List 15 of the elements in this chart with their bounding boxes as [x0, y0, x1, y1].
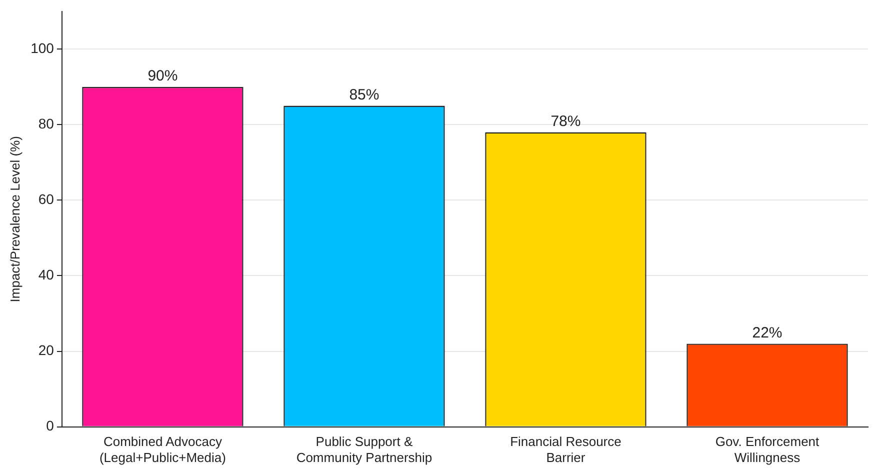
x-tick-label: Financial Resource Barrier	[510, 434, 622, 465]
y-tick-label: 20	[38, 342, 54, 358]
y-tick-label: 0	[46, 418, 54, 434]
y-tick-label: 100	[30, 40, 54, 56]
x-tick-label: Public Support & Community Partnership	[296, 434, 432, 465]
x-tick-label: Combined Advocacy (Legal+Public+Media)	[99, 434, 226, 465]
y-axis-title: Impact/Prevalence Level (%)	[7, 136, 22, 302]
y-tick-label: 60	[38, 191, 54, 208]
y-tick-label: 40	[38, 266, 54, 283]
y-tick-label: 80	[38, 116, 54, 132]
data-label: 22%	[752, 324, 782, 342]
data-label: 90%	[148, 68, 178, 85]
data-label: 85%	[349, 86, 380, 104]
x-tick-label: Gov. Enforcement Willingness	[715, 434, 820, 465]
data-label: 78%	[550, 112, 581, 130]
